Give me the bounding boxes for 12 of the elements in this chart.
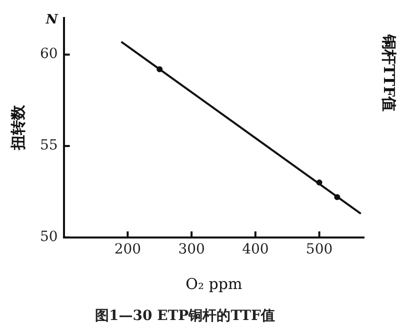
text: N <box>44 12 59 28</box>
x-axis-title: O₂ ppm <box>186 275 242 294</box>
text: 图1—30 ETP铜杆的TTF值 <box>95 308 275 324</box>
x-tick-label: 500 <box>306 241 333 258</box>
x-tick-label: 400 <box>242 241 269 258</box>
x-tick-label: 300 <box>178 241 205 258</box>
y-tick-label: 55 <box>40 138 58 154</box>
y-tick-label: 60 <box>40 46 58 62</box>
y-tick-label: 50 <box>40 229 58 246</box>
x-tick-label: 200 <box>114 241 142 258</box>
y-axis-title: 扭转数 <box>8 104 27 152</box>
text: 铜杆TTF值 <box>380 33 398 112</box>
